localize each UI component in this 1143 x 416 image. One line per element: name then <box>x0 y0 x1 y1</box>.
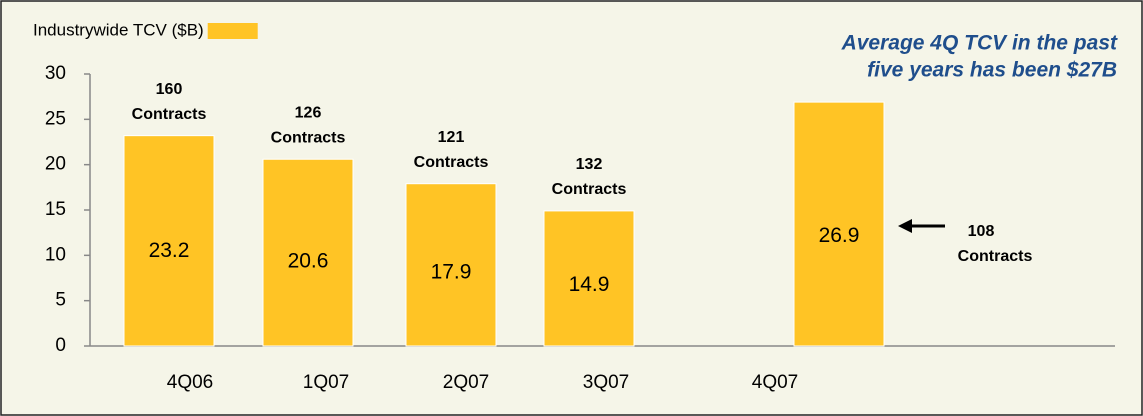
x-tick-label: 2Q07 <box>443 372 489 393</box>
y-tick-label: 10 <box>45 244 66 265</box>
bar <box>405 183 497 347</box>
legend-swatch <box>207 23 258 39</box>
contract-label: Contracts <box>958 248 1033 265</box>
y-tick-label: 0 <box>55 335 66 356</box>
contract-label: 132 <box>576 156 603 173</box>
value-label: 20.6 <box>288 249 329 272</box>
x-tick-label: 1Q07 <box>303 372 349 393</box>
arrow-head <box>898 219 912 233</box>
x-tick-label: 3Q07 <box>583 372 629 393</box>
y-tick-label: 15 <box>45 199 66 220</box>
contract-label: 121 <box>438 129 465 146</box>
value-label: 14.9 <box>569 273 610 296</box>
x-tick-label: 4Q06 <box>167 372 213 393</box>
bar <box>793 101 885 347</box>
value-label: 17.9 <box>431 261 472 284</box>
contract-label: 160 <box>156 81 183 98</box>
y-tick-label: 20 <box>45 154 66 175</box>
contract-label: 108 <box>968 223 995 240</box>
contract-label: Contracts <box>552 181 627 198</box>
contract-label: 126 <box>295 104 322 121</box>
annotation: Average 4Q TCV in the past <box>841 32 1118 55</box>
bar <box>543 210 635 347</box>
annotation: five years has been $27B <box>867 59 1117 82</box>
y-tick-label: 5 <box>55 290 66 311</box>
bar <box>262 158 354 347</box>
bar <box>123 135 215 347</box>
contract-label: Contracts <box>132 106 207 123</box>
x-tick-label: 4Q07 <box>752 372 798 393</box>
contract-label: Contracts <box>271 129 346 146</box>
legend-label: Industrywide TCV ($B) <box>33 20 204 39</box>
y-tick-label: 25 <box>45 108 66 129</box>
y-tick-label: 30 <box>45 63 66 84</box>
contract-label: Contracts <box>414 154 489 171</box>
value-label: 26.9 <box>819 224 860 247</box>
value-label: 23.2 <box>149 239 190 262</box>
